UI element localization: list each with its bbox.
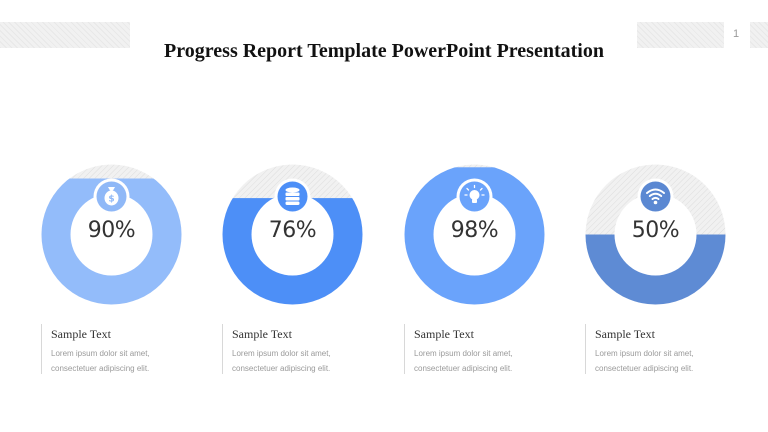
header-decor-right	[637, 22, 724, 48]
donut-hole-2	[251, 193, 334, 276]
progress-card-4[interactable]: 50% Sample Text Lorem ipsum dolor sit am…	[585, 164, 735, 376]
caption-line-4b: consectetuer adipiscing elit.	[595, 364, 694, 373]
database-icon	[274, 178, 311, 215]
donut-hole-3	[433, 193, 516, 276]
caption-4: Sample Text Lorem ipsum dolor sit amet, …	[585, 324, 736, 374]
donut-hole-1	[70, 193, 153, 276]
svg-text:$: $	[108, 195, 114, 205]
progress-card-2[interactable]: 76% Sample Text Lorem ipsum dolor sit am…	[222, 164, 372, 376]
slide-number: 1	[732, 28, 740, 40]
header-decor-right-end	[750, 22, 768, 48]
caption-title-1: Sample Text	[51, 327, 111, 341]
progress-donut-2	[222, 164, 363, 305]
progress-card-3[interactable]: 98% Sample Text Lorem ipsum dolor sit am…	[404, 164, 554, 376]
percent-label-2: 76%	[268, 218, 317, 243]
caption-line-4a: Lorem ipsum dolor sit amet,	[595, 349, 694, 358]
money-bag-icon: $	[93, 178, 130, 215]
caption-line-2a: Lorem ipsum dolor sit amet,	[232, 349, 331, 358]
caption-line-3b: consectetuer adipiscing elit.	[414, 364, 513, 373]
page-title[interactable]: Progress Report Template PowerPoint Pres…	[164, 40, 604, 62]
caption-title-3: Sample Text	[414, 327, 474, 341]
caption-body-3: Lorem ipsum dolor sit amet, consectetuer…	[414, 346, 554, 376]
caption-body-4: Lorem ipsum dolor sit amet, consectetuer…	[595, 346, 735, 376]
caption-line-1b: consectetuer adipiscing elit.	[51, 364, 150, 373]
caption-3: Sample Text Lorem ipsum dolor sit amet, …	[404, 324, 555, 374]
caption-title-4: Sample Text	[595, 327, 655, 341]
progress-donut-4	[585, 164, 726, 305]
wifi-icon	[637, 178, 674, 215]
percent-label-1: 90%	[87, 218, 136, 243]
caption-line-2b: consectetuer adipiscing elit.	[232, 364, 331, 373]
lightbulb-icon	[456, 178, 493, 215]
caption-2: Sample Text Lorem ipsum dolor sit amet, …	[222, 324, 373, 374]
progress-card-1[interactable]: 90% $ Sample Text Lorem ipsum dolor sit …	[41, 164, 191, 376]
caption-title-2: Sample Text	[232, 327, 292, 341]
caption-1: Sample Text Lorem ipsum dolor sit amet, …	[41, 324, 192, 374]
donut-hole-4	[614, 193, 697, 276]
caption-body-1: Lorem ipsum dolor sit amet, consectetuer…	[51, 346, 191, 376]
percent-label-4: 50%	[631, 218, 680, 243]
caption-line-3a: Lorem ipsum dolor sit amet,	[414, 349, 513, 358]
percent-label-3: 98%	[450, 218, 499, 243]
caption-body-2: Lorem ipsum dolor sit amet, consectetuer…	[232, 346, 372, 376]
header-decor-left	[0, 22, 130, 48]
caption-line-1a: Lorem ipsum dolor sit amet,	[51, 349, 150, 358]
